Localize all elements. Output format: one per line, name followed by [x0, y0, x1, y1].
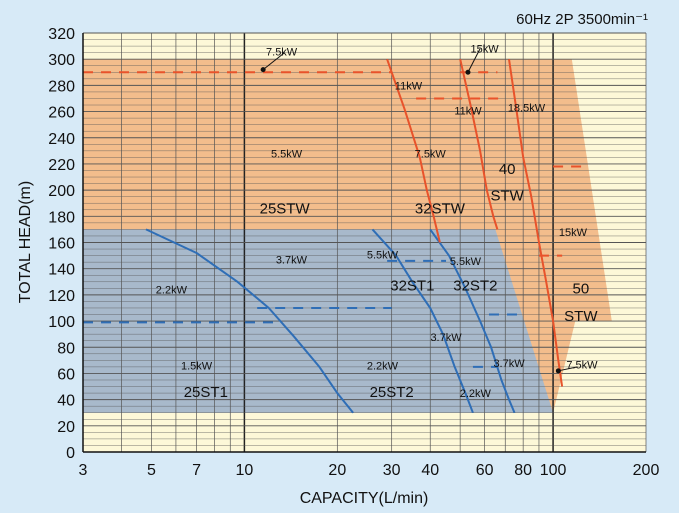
- power-label: 5.5kW: [271, 148, 303, 160]
- y-tick-label: 140: [48, 262, 75, 279]
- model-label: 40: [499, 161, 516, 178]
- y-tick-label: 220: [48, 157, 75, 174]
- model-label: STW: [564, 308, 598, 325]
- power-label: 2.2kW: [156, 285, 188, 297]
- model-label: 32STW: [415, 200, 466, 217]
- x-tick-label: 7: [192, 462, 201, 479]
- y-tick-label: 60: [57, 366, 75, 383]
- power-label: 11kW: [454, 105, 482, 117]
- x-tick-label: 20: [328, 462, 346, 479]
- grid-lines: [82, 32, 647, 453]
- y-tick-label: 160: [48, 236, 75, 253]
- power-label: 2.2kW: [367, 361, 399, 373]
- x-tick-label: 200: [633, 462, 660, 479]
- y-tick-label: 320: [48, 26, 75, 43]
- y-tick-label: 100: [48, 314, 75, 331]
- x-axis-label: CAPACITY(L/min): [300, 490, 429, 507]
- series-labels: 7.5kW 15kW 11kW 11kW 18.5kW 5.5kW 7.5kW 15kW 3.7…: [156, 44, 599, 401]
- power-label: 3.7kW: [430, 332, 462, 344]
- power-label: 7.5kW: [266, 46, 298, 58]
- power-label: 7.5kW: [566, 359, 598, 371]
- model-label: 32ST1: [390, 278, 434, 295]
- model-label: 32ST2: [453, 278, 497, 295]
- performance-curve-st: [145, 228, 354, 414]
- y-tick-label: 300: [48, 52, 75, 69]
- pump-curves: [145, 58, 564, 414]
- y-tick-label: 260: [48, 105, 75, 122]
- performance-curve-stw: [459, 58, 499, 230]
- y-tick-label: 240: [48, 131, 75, 148]
- x-tick-label: 80: [514, 462, 532, 479]
- pointer-line: [467, 48, 481, 73]
- y-axis-label: TOTAL HEAD(m): [17, 181, 34, 303]
- y-tick-label: 20: [57, 419, 75, 436]
- tick-labels: 3 5 7 10 20 30 40 60 80 100 200 0 20 40 60 80 100 120 140 1…: [48, 26, 659, 479]
- x-tick-label: 40: [421, 462, 439, 479]
- pointer-line: [558, 366, 578, 372]
- pointer-dot: [555, 368, 561, 374]
- chart-title: 60Hz 2P 3500min⁻¹: [516, 11, 648, 28]
- performance-curve-st: [429, 228, 516, 414]
- performance-curve-stw: [386, 58, 441, 243]
- model-label: 25ST1: [184, 384, 228, 401]
- model-label: STW: [491, 187, 525, 204]
- performance-curve-stw: [508, 59, 564, 387]
- y-tick-label: 200: [48, 183, 75, 200]
- power-label: 7.5kW: [415, 148, 447, 160]
- y-tick-label: 0: [66, 445, 75, 462]
- power-label: 15kW: [559, 227, 588, 239]
- x-tick-label: 30: [383, 462, 401, 479]
- x-tick-label: 10: [236, 462, 254, 479]
- model-label: 25STW: [260, 200, 311, 217]
- x-tick-label: 3: [79, 462, 88, 479]
- power-label: 15kW: [471, 44, 500, 56]
- power-label: 5.5kW: [450, 256, 482, 268]
- y-tick-label: 80: [57, 340, 75, 357]
- power-label: 1.5kW: [181, 361, 213, 373]
- y-tick-label: 180: [48, 209, 75, 226]
- y-tick-label: 280: [48, 78, 75, 95]
- y-tick-label: 120: [48, 288, 75, 305]
- performance-curve-st: [371, 228, 474, 414]
- y-tick-label: 40: [57, 393, 75, 410]
- x-tick-label: 5: [147, 462, 156, 479]
- power-label: 3.7kW: [276, 255, 308, 267]
- power-label: 5.5kW: [367, 249, 399, 261]
- pointer-dot: [260, 67, 266, 73]
- power-label: 2.2kW: [460, 388, 492, 400]
- model-label: 25ST2: [370, 384, 414, 401]
- x-tick-label: 60: [476, 462, 494, 479]
- power-label: 18.5kW: [508, 103, 546, 115]
- power-label: 3.7kW: [493, 358, 525, 370]
- model-label: 50: [572, 280, 589, 297]
- pointer-dot: [465, 69, 471, 75]
- pointer-line: [262, 52, 285, 71]
- power-label: 11kW: [395, 80, 423, 92]
- x-tick-label: 100: [540, 462, 567, 479]
- axes: [82, 33, 646, 453]
